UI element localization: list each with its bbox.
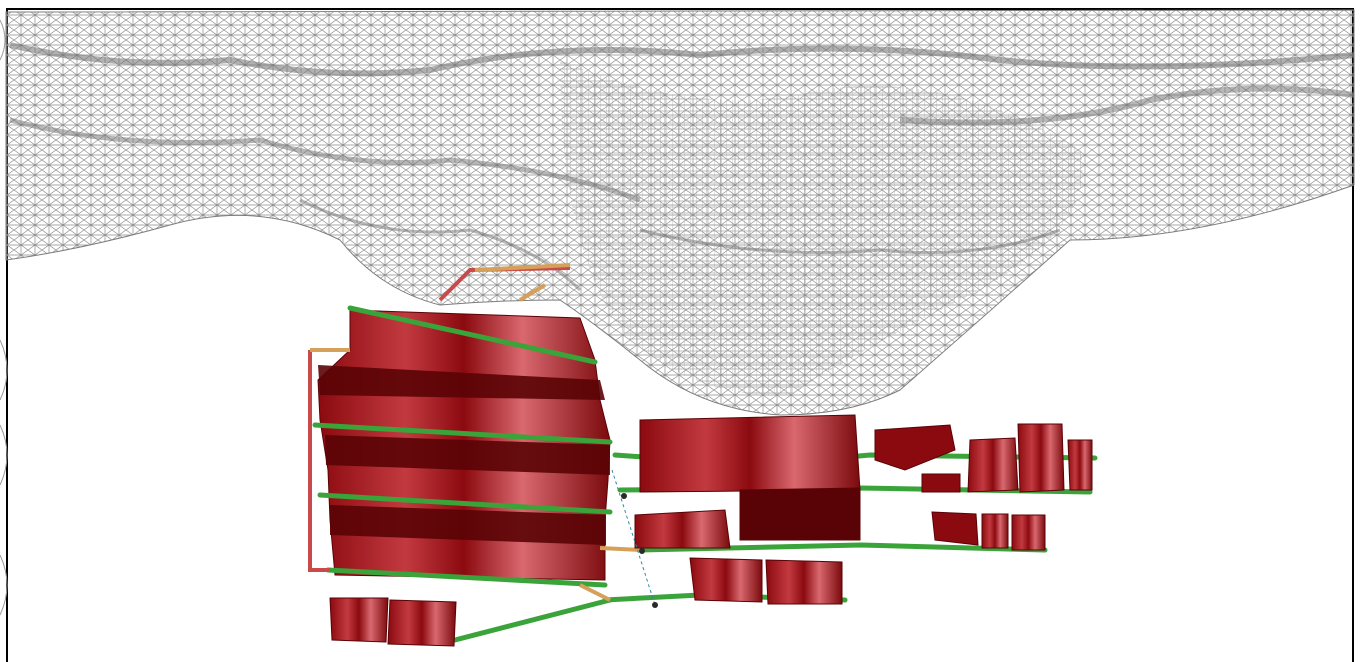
satellite-stopes[interactable]: [329, 414, 1093, 647]
survey-point: [639, 548, 645, 554]
survey-point: [652, 602, 658, 608]
viewport-frame: [6, 8, 1354, 662]
access-raises: [308, 263, 641, 602]
left-edge-arcs: [0, 19, 8, 616]
survey-point: [621, 493, 627, 499]
surface-mesh: [5, 9, 1355, 416]
main-stope-block[interactable]: [317, 309, 611, 581]
